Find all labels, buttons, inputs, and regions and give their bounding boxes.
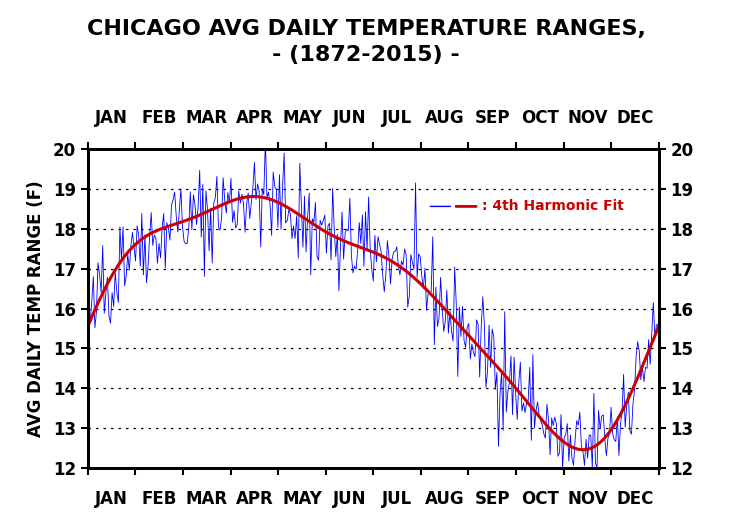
Text: OCT: OCT [521,109,559,127]
Text: JUL: JUL [382,109,412,127]
Text: NOV: NOV [567,109,608,127]
Text: APR: APR [236,490,273,508]
Text: MAY: MAY [282,490,322,508]
Text: AUG: AUG [425,109,465,127]
Text: JAN: JAN [95,490,128,508]
Text: MAR: MAR [186,109,228,127]
Text: JUN: JUN [333,490,366,508]
Text: OCT: OCT [521,490,559,508]
Text: FEB: FEB [141,109,177,127]
Text: DEC: DEC [616,490,654,508]
Text: DEC: DEC [616,109,654,127]
Text: SEP: SEP [474,490,510,508]
Text: : 4th Harmonic Fit: : 4th Harmonic Fit [482,200,624,213]
Text: JAN: JAN [95,109,128,127]
Text: FEB: FEB [141,490,177,508]
Text: - (1872-2015) -: - (1872-2015) - [272,45,460,65]
Text: JUL: JUL [382,490,412,508]
Text: AUG: AUG [425,490,465,508]
Text: MAR: MAR [186,490,228,508]
Text: JUN: JUN [333,109,366,127]
Y-axis label: AVG DAILY TEMP RANGE (F): AVG DAILY TEMP RANGE (F) [26,180,45,437]
Text: MAY: MAY [282,109,322,127]
Text: NOV: NOV [567,490,608,508]
Text: SEP: SEP [474,109,510,127]
Text: APR: APR [236,109,273,127]
Text: CHICAGO AVG DAILY TEMPERATURE RANGES,: CHICAGO AVG DAILY TEMPERATURE RANGES, [86,19,646,39]
